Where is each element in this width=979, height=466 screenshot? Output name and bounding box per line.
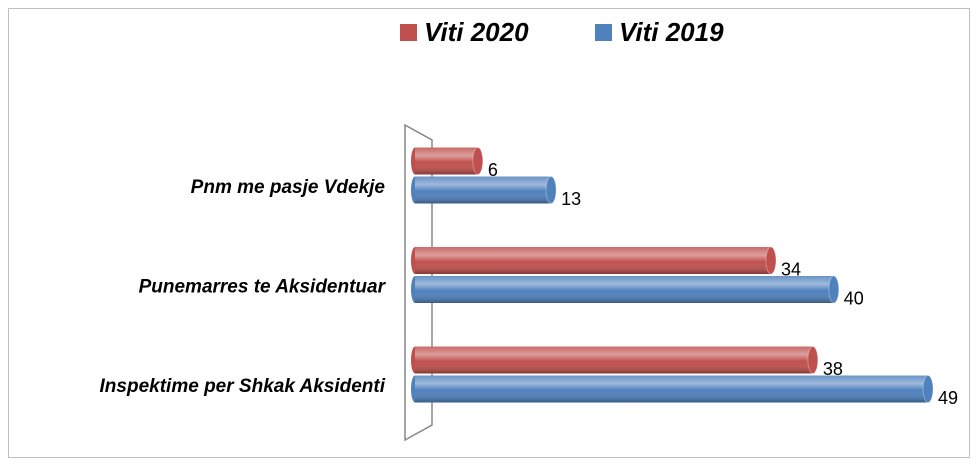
value-label: 40 [844,288,864,308]
value-label: 13 [561,189,581,209]
legend-swatch [595,24,612,41]
bar-cap [807,346,819,374]
category-label: Punemarres te Aksidentuar [139,277,387,298]
legend-label: Viti 2020 [424,17,529,47]
bar-shade [415,147,478,175]
category-label: Pnm me pasje Vdekje [191,177,386,198]
bar-shade [415,375,929,403]
value-label: 49 [938,388,958,408]
bar-shade [415,276,834,303]
bar-shade [415,247,771,274]
legend-swatch [400,24,417,41]
bar-shade [415,346,813,374]
bar-cap [765,246,777,275]
category-label: Inspektime per Shkak Aksidenti [100,376,386,397]
bar-cap [922,375,934,403]
chart-border [8,8,970,458]
back-wall [404,123,433,442]
value-label: 34 [781,259,801,279]
value-label: 38 [823,359,843,379]
bar-shade [415,176,552,204]
bar-cap [472,147,484,175]
bar-cap [545,176,557,204]
bar-cap [828,275,840,304]
legend-label: Viti 2019 [619,17,724,47]
value-label: 6 [488,160,498,180]
